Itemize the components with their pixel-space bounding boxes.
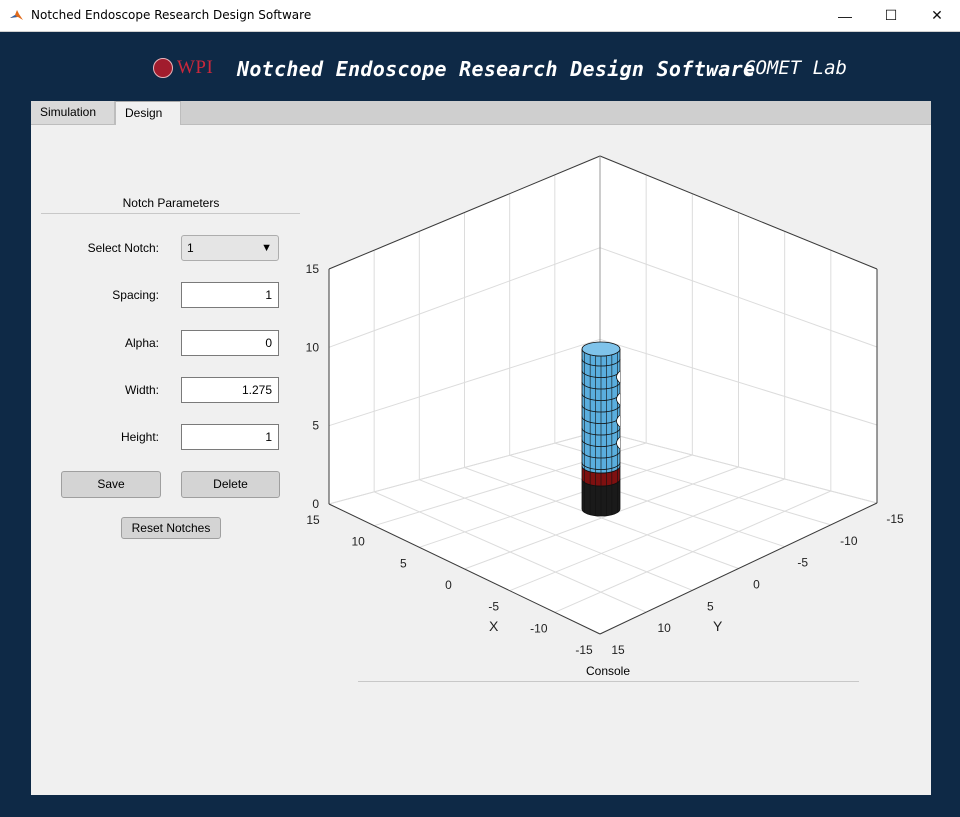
tab-strip: Simulation Design	[31, 101, 931, 125]
tube-ring	[581, 427, 621, 436]
console-divider	[358, 681, 859, 682]
delete-button[interactable]: Delete	[181, 471, 280, 498]
width-field[interactable]: 1.275	[181, 377, 279, 403]
x-axis-label: X	[489, 618, 499, 634]
tube-ring	[581, 462, 621, 470]
notch-parameters-divider	[41, 213, 300, 214]
plot-tick-labels: 15 10 5 0 15 10 5 0 -5 -10 -15 15 10 5 0 -5 -10 -15	[306, 262, 904, 657]
width-label: Width:	[124, 383, 159, 397]
y-tick-label: 10	[657, 621, 671, 635]
tube-notch	[616, 392, 621, 406]
wpi-logo: WPI	[153, 56, 213, 80]
tube-top-cap	[581, 341, 621, 357]
plot-grid	[328, 155, 878, 635]
height-field[interactable]: 1	[181, 424, 279, 450]
tab-design[interactable]: Design	[115, 101, 181, 125]
minimize-icon: —	[838, 7, 852, 24]
y-tick-label: 5	[707, 599, 714, 613]
matlab-icon	[9, 8, 24, 23]
tube-notch	[616, 436, 621, 450]
z-tick-label: 5	[312, 419, 319, 433]
tube-ring	[581, 358, 621, 367]
window-title: Notched Endoscope Research Design Softwa…	[31, 8, 312, 22]
console-title: Console	[585, 664, 631, 678]
y-tick-label: 15	[611, 643, 625, 657]
z-tick-label: 15	[306, 262, 320, 276]
y-axis-label: Y	[713, 618, 723, 634]
tube-ring	[581, 404, 621, 413]
wall-edge	[599, 155, 878, 270]
app-title: Notched Endoscope Research Design Softwa…	[237, 57, 756, 81]
close-icon: ✕	[931, 7, 943, 23]
x-axis-line	[328, 503, 601, 635]
wall-grid-line	[328, 430, 601, 505]
console-output	[358, 685, 859, 785]
z-tick-label: 0	[312, 497, 319, 511]
height-label: Height:	[120, 430, 159, 444]
minimize-button[interactable]: —	[822, 0, 868, 31]
endoscope-tube-model	[581, 341, 621, 517]
tube-ring	[581, 450, 621, 459]
tube-notch	[616, 370, 621, 384]
wpi-seal-icon	[153, 58, 173, 78]
select-notch-label: Select Notch:	[87, 241, 159, 255]
tab-group: Simulation Design Notch Parameters Selec…	[31, 101, 931, 795]
x-tick-label: 5	[400, 556, 407, 570]
spacing-label: Spacing:	[112, 288, 159, 302]
wall-grid-line	[599, 338, 878, 426]
save-button[interactable]: Save	[61, 471, 161, 498]
wall-edge	[328, 155, 601, 270]
y-tick-label: -15	[886, 512, 904, 526]
y-axis-line	[599, 502, 878, 635]
wall-grid-line	[328, 247, 601, 348]
y-tick-label: 0	[753, 578, 760, 592]
x-tick-label: -5	[488, 600, 499, 614]
select-notch-dropdown[interactable]: 1 ▼	[181, 235, 279, 261]
reset-notches-button[interactable]: Reset Notches	[121, 517, 221, 539]
y-tick-label: -5	[797, 556, 808, 570]
wall-grid-line	[599, 247, 878, 348]
alpha-field[interactable]: 0	[181, 330, 279, 356]
select-notch-value: 1	[187, 241, 194, 255]
x-tick-label: 0	[445, 578, 452, 592]
x-tick-label: -10	[530, 621, 548, 635]
x-tick-label: 10	[351, 535, 365, 549]
window-titlebar: Notched Endoscope Research Design Softwa…	[0, 0, 960, 32]
alpha-label: Alpha:	[124, 336, 159, 350]
wall-grid-line	[599, 430, 878, 504]
maximize-button[interactable]: ☐	[868, 0, 914, 31]
notch-parameters-title: Notch Parameters	[122, 196, 220, 210]
close-button[interactable]: ✕	[914, 0, 960, 31]
tube-notch	[616, 414, 621, 428]
wpi-logo-text: WPI	[177, 57, 214, 78]
wall-grid-line	[328, 338, 601, 427]
spacing-field[interactable]: 1	[181, 282, 279, 308]
x-tick-label: -15	[575, 643, 593, 657]
tab-simulation[interactable]: Simulation	[31, 101, 115, 124]
y-tick-label: -10	[840, 534, 858, 548]
z-tick-label: 10	[306, 340, 320, 354]
x-tick-label: 15	[306, 513, 320, 527]
maximize-icon: ☐	[884, 7, 898, 23]
lab-name: COMET Lab	[744, 57, 847, 79]
floor	[329, 431, 877, 634]
tube-ring	[581, 381, 621, 390]
dropdown-caret-icon: ▼	[261, 242, 272, 254]
